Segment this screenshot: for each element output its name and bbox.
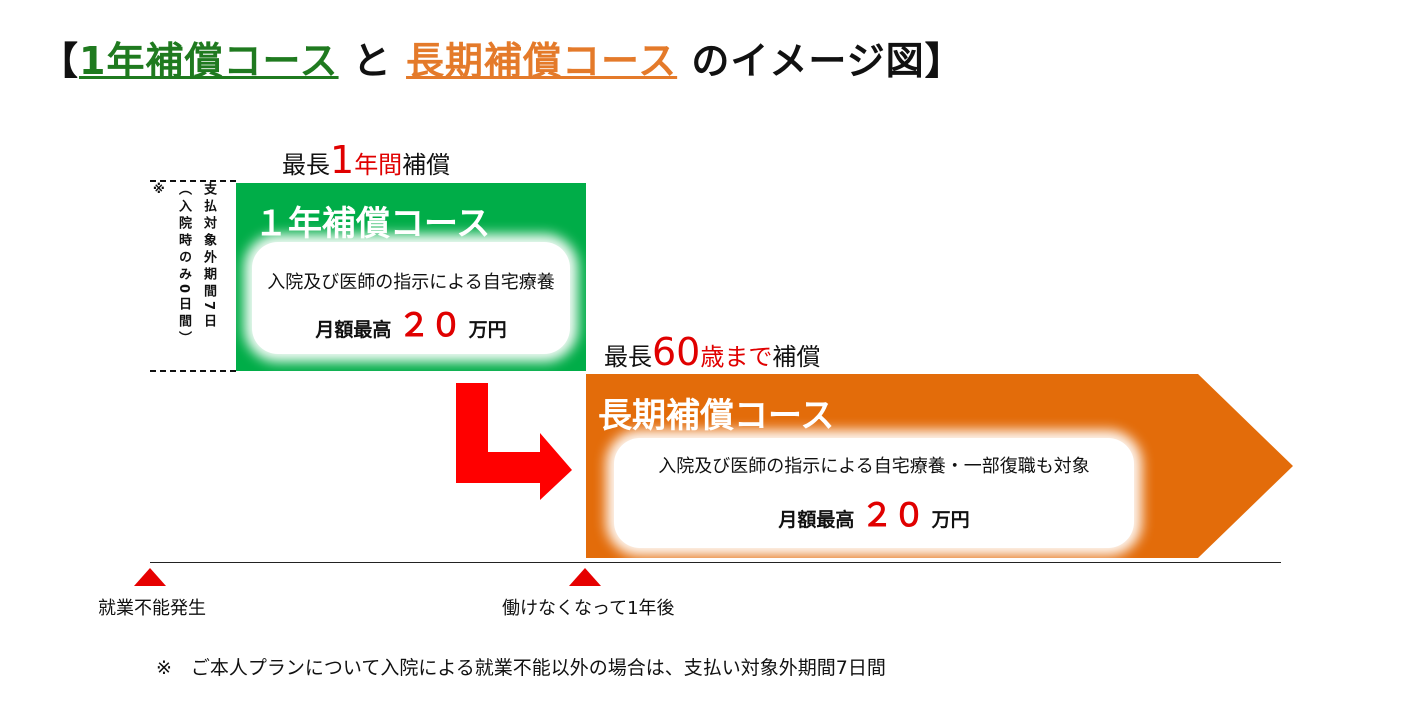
amount-prefix: 月額最高 <box>315 319 392 341</box>
page-title: 【1年補償コース と 長期補償コース のイメージ図】 <box>40 30 964 85</box>
amount-prefix: 月額最高 <box>778 509 855 531</box>
duration-suffix: 補償 <box>402 151 451 179</box>
duration-number: 60 <box>652 330 701 374</box>
title-long-term-course: 長期補償コース <box>406 39 678 83</box>
footnote: ※ ご本人プランについて入院による就業不能以外の場合は、支払い対象外期間7日間 <box>156 657 886 679</box>
timeline-axis <box>150 562 1281 563</box>
amount-unit: 万円 <box>468 319 507 341</box>
waiting-period-note-mark: ※ <box>153 182 165 196</box>
transition-arrow-icon <box>456 383 572 500</box>
duration-unit: 歳まで <box>700 343 773 371</box>
waiting-period-hospital-note: （入院時のみ0日間） <box>176 182 191 349</box>
long-term-course-description: 入院及び医師の指示による自宅療養・一部復職も対象 <box>658 456 1090 477</box>
waiting-period-top-line <box>150 180 236 182</box>
long-term-course-detail-panel: 入院及び医師の指示による自宅療養・一部復職も対象 月額最高 ２０ 万円 <box>614 438 1134 548</box>
long-term-course-amount: 月額最高 ２０ 万円 <box>614 490 1134 536</box>
title-suffix: のイメージ図 <box>677 39 925 83</box>
title-bracket-close: 】 <box>924 39 964 83</box>
duration-number: 1 <box>330 138 355 182</box>
long-term-duration-label: 最長60歳まで補償 <box>604 330 820 374</box>
waiting-period-bottom-line <box>150 370 236 372</box>
amount-unit: 万円 <box>931 509 970 531</box>
amount-number: ２０ <box>860 496 925 534</box>
one-year-course-amount: 月額最高 ２０ 万円 <box>252 300 570 346</box>
amount-number: ２０ <box>397 306 462 344</box>
title-bracket-open: 【 <box>40 39 80 83</box>
one-year-course-detail-panel: 入院及び医師の指示による自宅療養 月額最高 ２０ 万円 <box>252 242 570 354</box>
timeline-start-label: 就業不能発生 <box>98 598 206 619</box>
one-year-course-title: １年補償コース <box>254 204 491 244</box>
start-marker-icon <box>134 568 166 586</box>
title-connector: と <box>338 39 407 83</box>
long-term-course-title: 長期補償コース <box>598 396 835 436</box>
title-one-year-course: 1年補償コース <box>79 39 339 83</box>
duration-unit: 年間 <box>354 151 403 179</box>
one-year-duration-label: 最長1年間補償 <box>282 138 450 182</box>
duration-suffix: 補償 <box>772 343 821 371</box>
duration-prefix: 最長 <box>604 343 652 371</box>
duration-prefix: 最長 <box>282 151 330 179</box>
waiting-period-label: 支払対象外期間7日 <box>201 182 216 332</box>
one-year-marker-icon <box>569 568 601 586</box>
one-year-course-description: 入院及び医師の指示による自宅療養 <box>267 272 555 293</box>
timeline-one-year-label: 働けなくなって1年後 <box>502 598 675 619</box>
